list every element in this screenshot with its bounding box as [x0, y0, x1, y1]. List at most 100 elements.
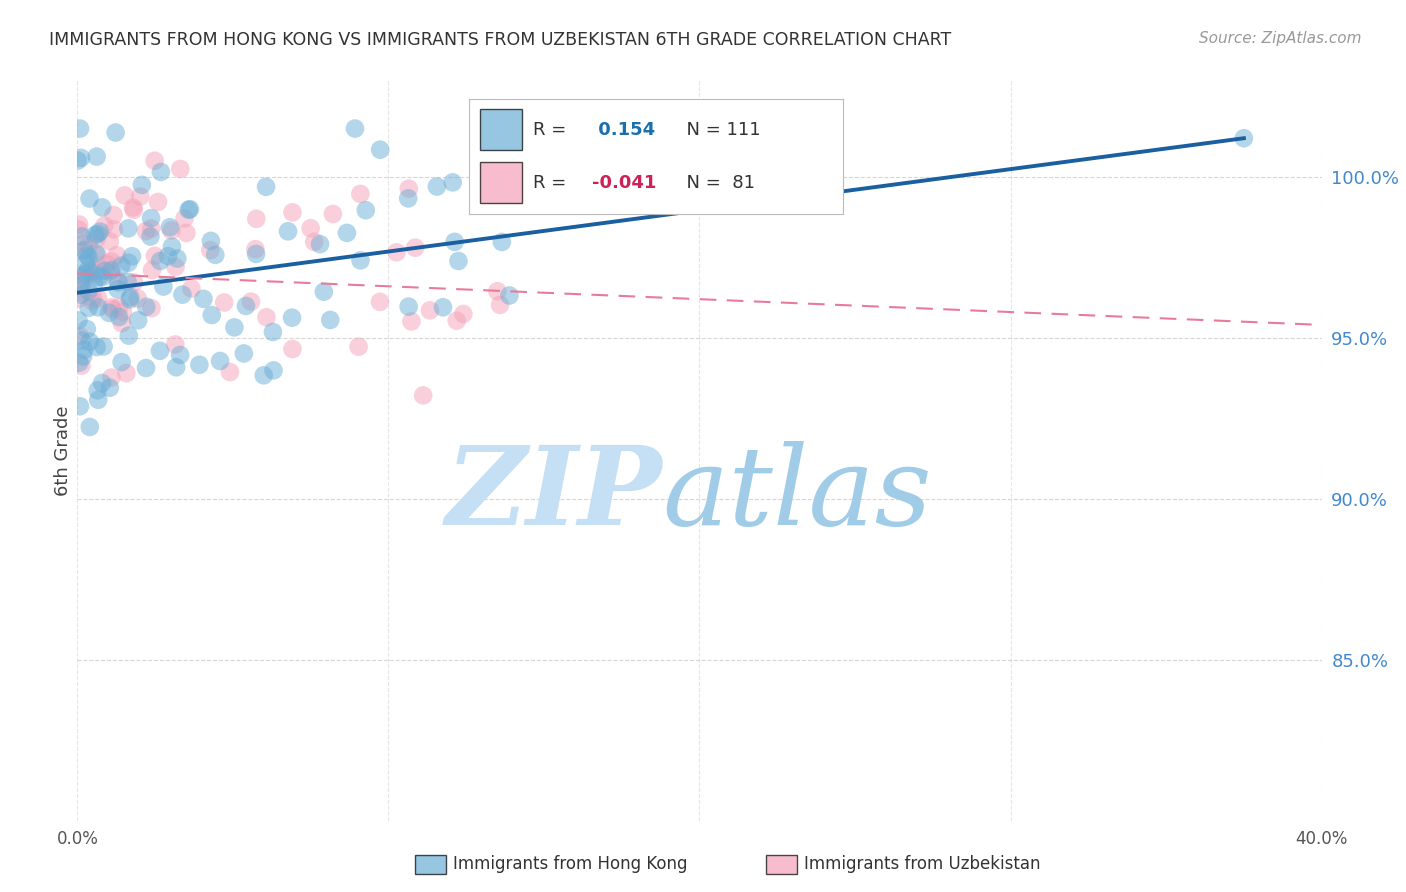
- Point: [79, 334, 101, 349]
- Point: [262, 325, 284, 339]
- Point: [98, 306, 121, 320]
- Point: [73, 244, 96, 258]
- Point: [141, 301, 163, 315]
- Point: [101, 300, 124, 314]
- Point: [67, 222, 90, 236]
- Point: [172, 287, 194, 301]
- Point: [245, 211, 267, 226]
- Point: [166, 252, 188, 266]
- Point: [91, 376, 114, 390]
- Point: [70, 287, 93, 301]
- Point: [491, 235, 513, 249]
- Point: [73, 343, 96, 357]
- Point: [100, 265, 122, 279]
- Point: [83, 264, 105, 278]
- Point: [89, 225, 111, 239]
- Point: [67, 218, 90, 232]
- Point: [309, 237, 332, 252]
- Point: [396, 191, 419, 205]
- Point: [117, 255, 139, 269]
- Point: [277, 224, 299, 238]
- Point: [281, 205, 304, 219]
- Point: [143, 153, 166, 168]
- Point: [73, 236, 96, 251]
- Point: [105, 248, 128, 262]
- Point: [89, 263, 111, 277]
- Point: [70, 151, 93, 165]
- Point: [385, 245, 408, 260]
- Point: [118, 293, 141, 307]
- Point: [89, 269, 111, 284]
- Point: [84, 267, 107, 281]
- Point: [368, 143, 391, 157]
- Point: [443, 235, 465, 249]
- Point: [80, 265, 103, 279]
- Point: [302, 235, 325, 249]
- Point: [103, 222, 125, 236]
- Point: [104, 126, 127, 140]
- Text: Immigrants from Hong Kong: Immigrants from Hong Kong: [453, 855, 688, 873]
- Point: [80, 293, 103, 308]
- Point: [76, 322, 98, 336]
- Point: [173, 211, 195, 226]
- Point: [101, 302, 124, 317]
- Point: [179, 202, 201, 217]
- Point: [70, 279, 93, 293]
- Point: [69, 329, 91, 343]
- Point: [245, 242, 267, 256]
- Point: [76, 248, 98, 262]
- Point: [118, 328, 141, 343]
- Point: [165, 360, 187, 375]
- Point: [94, 263, 117, 277]
- Point: [87, 301, 110, 315]
- Point: [79, 192, 101, 206]
- Point: [232, 346, 254, 360]
- Point: [446, 314, 468, 328]
- Text: ZIP: ZIP: [446, 442, 662, 549]
- Point: [312, 285, 335, 299]
- Point: [426, 179, 449, 194]
- Point: [107, 276, 129, 290]
- Point: [498, 288, 520, 302]
- Point: [146, 194, 169, 209]
- Point: [122, 202, 145, 217]
- Point: [256, 310, 278, 325]
- Text: Source: ZipAtlas.com: Source: ZipAtlas.com: [1198, 31, 1361, 46]
- Point: [86, 232, 108, 246]
- Point: [281, 310, 304, 325]
- Point: [149, 165, 172, 179]
- Point: [322, 207, 344, 221]
- Point: [122, 276, 145, 290]
- Point: [235, 299, 257, 313]
- Point: [177, 202, 200, 217]
- Point: [159, 220, 181, 235]
- Point: [122, 201, 145, 215]
- Point: [419, 303, 441, 318]
- Point: [84, 246, 107, 260]
- Point: [254, 179, 277, 194]
- Point: [87, 392, 110, 407]
- Point: [204, 248, 226, 262]
- Point: [120, 290, 142, 304]
- Point: [69, 399, 91, 413]
- Point: [447, 254, 470, 268]
- Point: [93, 339, 115, 353]
- Point: [224, 320, 246, 334]
- Point: [489, 298, 512, 312]
- Point: [107, 274, 129, 288]
- Point: [73, 272, 96, 286]
- Point: [72, 268, 94, 283]
- Point: [69, 121, 91, 136]
- Point: [404, 241, 426, 255]
- Point: [180, 282, 202, 296]
- Point: [135, 300, 157, 314]
- Point: [139, 229, 162, 244]
- Point: [87, 291, 110, 305]
- Point: [98, 235, 121, 249]
- Point: [110, 259, 132, 273]
- Point: [131, 178, 153, 192]
- Point: [70, 229, 93, 244]
- Point: [157, 249, 180, 263]
- Point: [127, 292, 149, 306]
- Point: [117, 221, 139, 235]
